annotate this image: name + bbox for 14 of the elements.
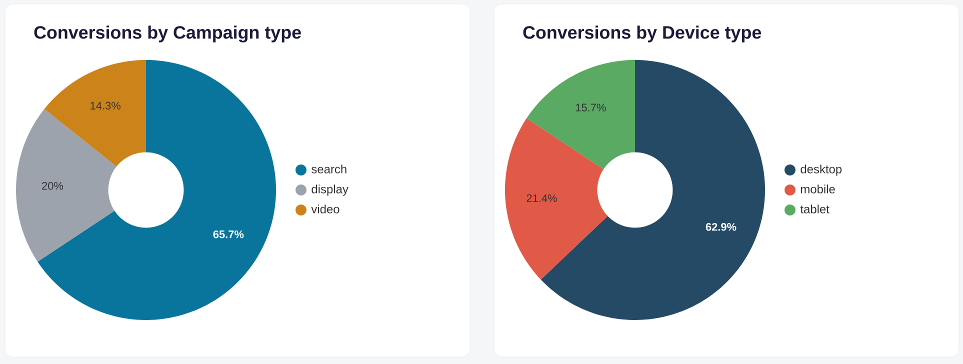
data-label: 65.7%	[213, 230, 244, 238]
legend-label: display	[312, 184, 348, 196]
legend-label: video	[311, 204, 340, 214]
data-label: 20%	[42, 182, 64, 190]
data-label: 21.4%	[526, 194, 557, 202]
chart-title: Conversions by Campaign type	[34, 26, 301, 42]
data-label: 15.7%	[576, 104, 606, 112]
legend-label: desktop	[800, 164, 842, 176]
data-label: 14.3%	[90, 102, 120, 110]
chart-title: Conversions by Device type	[523, 26, 762, 42]
data-label: 62.9%	[706, 223, 736, 231]
legend-label: search	[312, 164, 346, 174]
legend-label: tablet	[800, 204, 830, 214]
legend-label: mobile	[801, 184, 835, 194]
